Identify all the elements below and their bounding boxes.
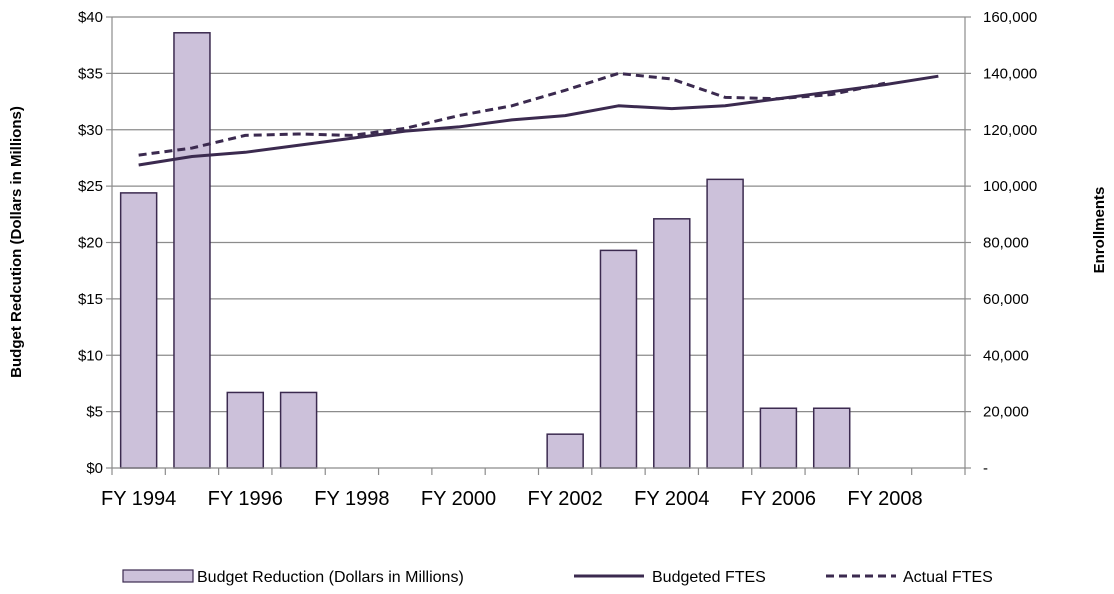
x-axis-ticks: FY 1994 FY 1996 FY 1998 FY 2000 FY 2002 FY 20… — [101, 468, 966, 510]
right-axis-title: Enrollments — [1091, 187, 1108, 274]
bar — [759, 407, 798, 469]
budgeted-ftes-line — [138, 74, 939, 167]
left-tick-label: $30 — [78, 122, 103, 139]
left-tick-label: $20 — [78, 235, 103, 252]
left-tick-label: $40 — [78, 9, 103, 26]
x-tick-label: FY 2008 — [847, 488, 922, 510]
bar-series — [119, 32, 851, 469]
left-axis-title: Budget Redcution (Dollars in Millions) — [8, 106, 25, 378]
left-tick-label: $10 — [78, 347, 103, 364]
left-tick-label: $15 — [78, 291, 103, 308]
legend-swatch-bar — [122, 569, 194, 583]
legend-label: Actual FTES — [903, 569, 993, 586]
right-tick-label: - — [983, 460, 988, 477]
bar — [173, 32, 211, 469]
bar — [119, 192, 158, 469]
left-tick-label: $35 — [78, 65, 103, 82]
x-tick-label: FY 2004 — [634, 488, 709, 510]
legend-label: Budget Reduction (Dollars in Millions) — [197, 569, 464, 586]
right-axis-ticks: - 20,000 40,000 60,000 80,000 100,000 120,000 1… — [965, 9, 1037, 477]
x-tick-label: FY 1994 — [101, 488, 176, 510]
x-tick-label: FY 1996 — [208, 488, 283, 510]
left-tick-label: $0 — [86, 460, 103, 477]
x-tick-label: FY 1998 — [314, 488, 389, 510]
right-tick-label: 140,000 — [983, 65, 1037, 82]
x-tick-label: FY 2002 — [528, 488, 603, 510]
bar — [812, 407, 851, 469]
x-tick-label: FY 2006 — [741, 488, 816, 510]
bar — [599, 249, 638, 469]
bar — [279, 391, 318, 469]
gridlines — [112, 16, 965, 413]
right-tick-label: 40,000 — [983, 347, 1029, 364]
right-tick-label: 160,000 — [983, 9, 1037, 26]
left-tick-label: $5 — [86, 404, 103, 421]
right-tick-label: 60,000 — [983, 291, 1029, 308]
bar — [653, 218, 691, 469]
left-tick-label: $25 — [78, 178, 103, 195]
right-tick-label: 120,000 — [983, 122, 1037, 139]
legend-label: Budgeted FTES — [652, 569, 766, 586]
bar — [226, 391, 265, 469]
actual-ftes-line — [138, 71, 886, 157]
line-series — [138, 71, 939, 167]
bar — [546, 433, 584, 469]
legend: Budget Reduction (Dollars in Millions) Bu… — [122, 569, 993, 586]
bar — [706, 178, 744, 469]
x-tick-label: FY 2000 — [421, 488, 496, 510]
right-tick-label: 80,000 — [983, 235, 1029, 252]
right-tick-label: 100,000 — [983, 178, 1037, 195]
left-axis-ticks: $0 $5 $10 $15 $20 $25 $30 $35 $40 — [78, 9, 112, 477]
right-tick-label: 20,000 — [983, 404, 1029, 421]
